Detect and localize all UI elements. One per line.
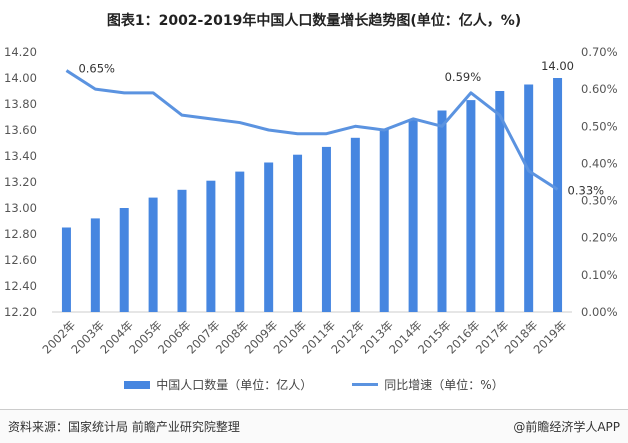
right-tick-label: 0.30%	[581, 194, 618, 208]
right-tick-label: 0.70%	[581, 45, 618, 59]
legend-swatch-line	[352, 383, 379, 386]
bar	[293, 154, 303, 312]
left-tick-label: 14.20	[4, 45, 37, 59]
bar	[206, 180, 216, 312]
left-tick-label: 14.00	[4, 71, 37, 85]
bar	[466, 100, 476, 312]
right-tick-label: 0.20%	[581, 231, 618, 245]
legend-label-line: 同比增速（单位：%）	[384, 378, 504, 392]
growth-line	[65, 69, 559, 191]
bar	[61, 227, 71, 312]
left-tick-label: 12.40	[4, 279, 37, 293]
bar	[408, 119, 418, 312]
right-tick-label: 0.10%	[581, 268, 618, 282]
bar	[553, 78, 563, 312]
bar	[264, 162, 274, 312]
legend: 中国人口数量（单位：亿人） 同比增速（单位：%）	[0, 376, 628, 393]
brand-label: @前瞻经济学人APP	[513, 420, 620, 434]
legend-item-line: 同比增速（单位：%）	[352, 376, 504, 393]
data-label: 0.65%	[78, 62, 115, 76]
left-tick-label: 12.60	[4, 253, 37, 267]
left-tick-label: 13.40	[4, 149, 37, 163]
bar	[119, 208, 129, 312]
right-tick-label: 0.40%	[581, 156, 618, 170]
chart-title: 图表1：2002-2019年中国人口数量增长趋势图(单位：亿人，%)	[106, 13, 522, 29]
legend-swatch-bar	[124, 380, 151, 389]
left-tick-label: 13.20	[4, 175, 37, 189]
footer: 资料来源：国家统计局 前瞻产业研究院整理 @前瞻经济学人APP	[0, 409, 628, 443]
data-label: 14.00	[541, 59, 574, 73]
left-tick-label: 13.00	[4, 201, 37, 215]
bar	[235, 171, 245, 312]
legend-label-bar: 中国人口数量（单位：亿人）	[156, 378, 313, 392]
bar	[148, 197, 158, 312]
data-label: 0.59%	[445, 70, 482, 84]
data-label: 0.33%	[568, 183, 605, 197]
bar	[177, 189, 187, 312]
bar	[350, 137, 360, 312]
bar	[379, 128, 389, 312]
right-tick-label: 0.00%	[581, 305, 618, 319]
left-tick-label: 13.80	[4, 97, 37, 111]
source-note: 资料来源：国家统计局 前瞻产业研究院整理	[8, 420, 240, 434]
legend-item-bar: 中国人口数量（单位：亿人）	[124, 376, 312, 393]
left-tick-label: 13.60	[4, 123, 37, 137]
right-tick-label: 0.50%	[581, 119, 618, 133]
x-tick-label: 2019年	[531, 318, 570, 357]
chart-svg: 12.20 12.40 12.60 12.80 13.00 13.20 13.40 13.60…	[4, 45, 618, 357]
left-tick-label: 12.20	[4, 305, 37, 319]
right-tick-label: 0.60%	[581, 82, 618, 96]
bar	[321, 146, 331, 312]
bar	[437, 110, 447, 312]
bar	[495, 91, 505, 312]
left-tick-label: 12.80	[4, 227, 37, 241]
bar	[90, 218, 100, 312]
bar	[524, 84, 534, 312]
